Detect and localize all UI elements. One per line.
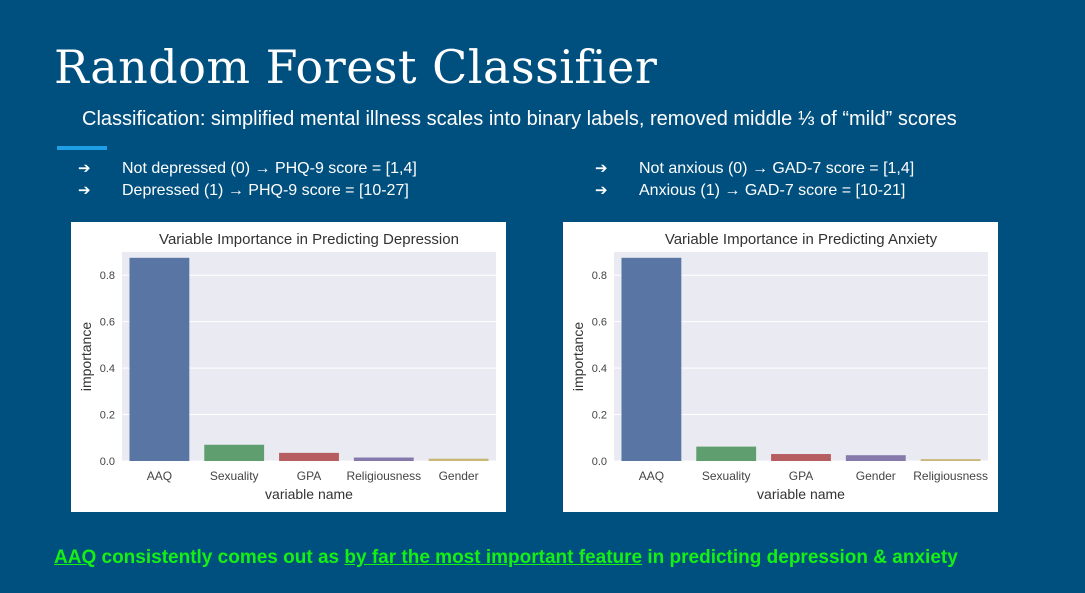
anxiety-chart: 0.0 0.2 0.4 0.6 0.8 AAQ Sexuality GPA Gender Reli… <box>563 222 998 512</box>
x-tick-label: Sexuality <box>210 469 259 483</box>
arrow-icon: ➔ <box>595 160 608 177</box>
footer-text: consistently comes out as <box>96 547 345 568</box>
x-tick-label: Religiousness <box>346 469 421 483</box>
x-axis-label: variable name <box>757 486 845 502</box>
bullet-text: Anxious (1) → GAD-7 score = [10-21] <box>639 182 906 199</box>
y-tick-label: 0.8 <box>592 270 607 282</box>
bullet-text: Depressed (1) → PHQ-9 score = [10-27] <box>122 182 409 199</box>
bar <box>428 458 489 461</box>
x-tick-label: Gender <box>856 469 896 483</box>
x-axis-label: variable name <box>265 486 353 502</box>
bar <box>204 444 265 461</box>
y-tick-label: 0.4 <box>592 363 607 375</box>
y-tick-label: 0.4 <box>100 363 115 375</box>
y-tick-label: 0.2 <box>592 410 607 422</box>
bar <box>771 454 831 461</box>
x-tick-label: Religiousness <box>913 469 988 483</box>
anxiety-chart-svg: 0.0 0.2 0.4 0.6 0.8 AAQ Sexuality GPA Gender Reli… <box>570 231 988 502</box>
footer-emphasis: by far the most important feature <box>344 547 643 568</box>
y-tick-label: 0.6 <box>100 317 115 329</box>
bar <box>621 257 682 461</box>
arrow-icon: ➔ <box>595 182 608 199</box>
bar <box>696 446 757 461</box>
y-tick-label: 0.0 <box>100 456 115 468</box>
footer-text-end: in predicting depression & anxiety <box>642 547 958 568</box>
footer-conclusion: AAQ consistently comes out as by far the… <box>54 547 958 569</box>
y-axis-label: importance <box>570 322 586 391</box>
depression-chart-svg: 0.0 0.2 0.4 0.6 0.8 AAQ Sexuality GPA Religiousn… <box>78 231 496 502</box>
bullet-item: ➔ Depressed (1) → PHQ-9 score = [10-27] <box>78 180 417 202</box>
bullet-text: Not depressed (0) → PHQ-9 score = [1,4] <box>122 160 417 177</box>
bar <box>129 257 190 461</box>
y-tick-label: 0.2 <box>100 410 115 422</box>
x-tick-label: GPA <box>297 469 321 483</box>
slide-title: Random Forest Classifier <box>54 40 658 94</box>
title-accent-bar <box>57 146 107 150</box>
y-tick-label: 0.8 <box>100 270 115 282</box>
x-tick-label: GPA <box>789 469 813 483</box>
footer-aaq: AAQ <box>54 547 97 568</box>
x-tick-label: Gender <box>439 469 479 483</box>
y-tick-label: 0.6 <box>592 317 607 329</box>
depression-chart: 0.0 0.2 0.4 0.6 0.8 AAQ Sexuality GPA Religiousn… <box>71 222 506 512</box>
chart-title: Variable Importance in Predicting Anxiet… <box>665 231 938 248</box>
anxiety-bullet-list: ➔ Not anxious (0) → GAD-7 score = [1,4] … <box>595 158 914 202</box>
bullet-item: ➔ Anxious (1) → GAD-7 score = [10-21] <box>595 180 914 202</box>
arrow-icon: ➔ <box>78 160 91 177</box>
x-tick-label: AAQ <box>147 469 172 483</box>
y-tick-label: 0.0 <box>592 456 607 468</box>
arrow-icon: ➔ <box>78 182 91 199</box>
bullet-item: ➔ Not depressed (0) → PHQ-9 score = [1,4… <box>78 158 417 180</box>
bar <box>920 459 981 461</box>
x-tick-label: Sexuality <box>702 469 751 483</box>
chart-title: Variable Importance in Predicting Depres… <box>159 231 459 248</box>
bar <box>279 452 339 461</box>
bullet-item: ➔ Not anxious (0) → GAD-7 score = [1,4] <box>595 158 914 180</box>
bullet-text: Not anxious (0) → GAD-7 score = [1,4] <box>639 160 915 177</box>
y-axis-label: importance <box>78 322 94 391</box>
bar <box>845 455 906 461</box>
depression-bullet-list: ➔ Not depressed (0) → PHQ-9 score = [1,4… <box>78 158 417 202</box>
slide-subtitle: Classification: simplified mental illnes… <box>82 108 957 130</box>
x-tick-label: AAQ <box>639 469 664 483</box>
bar <box>353 457 414 461</box>
